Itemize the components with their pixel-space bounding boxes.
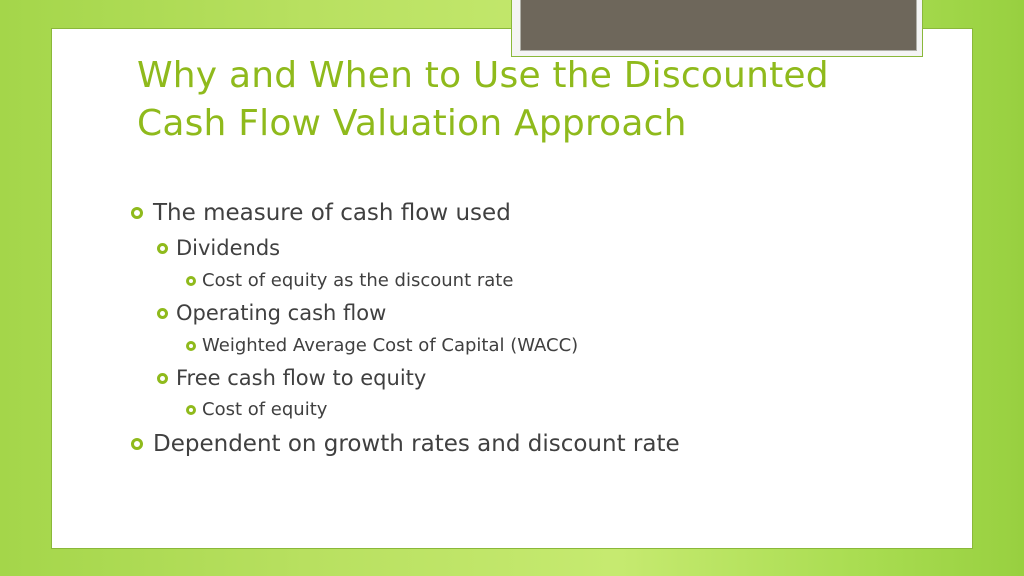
bullet-text: Operating cash flow xyxy=(176,301,387,325)
bullet-item: Dependent on growth rates and discount r… xyxy=(131,431,680,457)
bullet-item: Cost of equity xyxy=(186,399,327,420)
bullet-icon xyxy=(131,207,143,219)
bullet-icon xyxy=(131,438,143,450)
bullet-item: Cost of equity as the discount rate xyxy=(186,270,513,291)
title-line-2: Cash Flow Valuation Approach xyxy=(137,103,687,144)
title-line-1: Why and When to Use the Discounted xyxy=(137,55,829,96)
slide-panel xyxy=(51,28,973,549)
bullet-icon xyxy=(157,242,168,254)
bullet-icon xyxy=(186,275,196,286)
bullet-text: Weighted Average Cost of Capital (WACC) xyxy=(202,335,579,356)
bullet-icon xyxy=(186,340,196,351)
bullet-item: Weighted Average Cost of Capital (WACC) xyxy=(186,335,578,356)
bullet-text: Cost of equity as the discount rate xyxy=(202,270,514,291)
bullet-item: The measure of cash flow used xyxy=(131,200,511,226)
bullet-item: Dividends xyxy=(157,236,280,260)
bullet-text: Cost of equity xyxy=(202,399,328,420)
bullet-item: Free cash flow to equity xyxy=(157,366,426,390)
bullet-icon xyxy=(157,372,168,384)
bullet-text: Dependent on growth rates and discount r… xyxy=(153,431,680,457)
bullet-text: Free cash flow to equity xyxy=(176,366,427,390)
bullet-icon xyxy=(186,404,196,415)
bullet-text: The measure of cash flow used xyxy=(153,200,511,226)
bullet-icon xyxy=(157,307,168,319)
bullet-text: Dividends xyxy=(176,236,281,260)
slide-title: Why and When to Use the Discounted Cash … xyxy=(137,52,937,148)
image-placeholder xyxy=(520,0,917,51)
bullet-item: Operating cash flow xyxy=(157,301,386,325)
